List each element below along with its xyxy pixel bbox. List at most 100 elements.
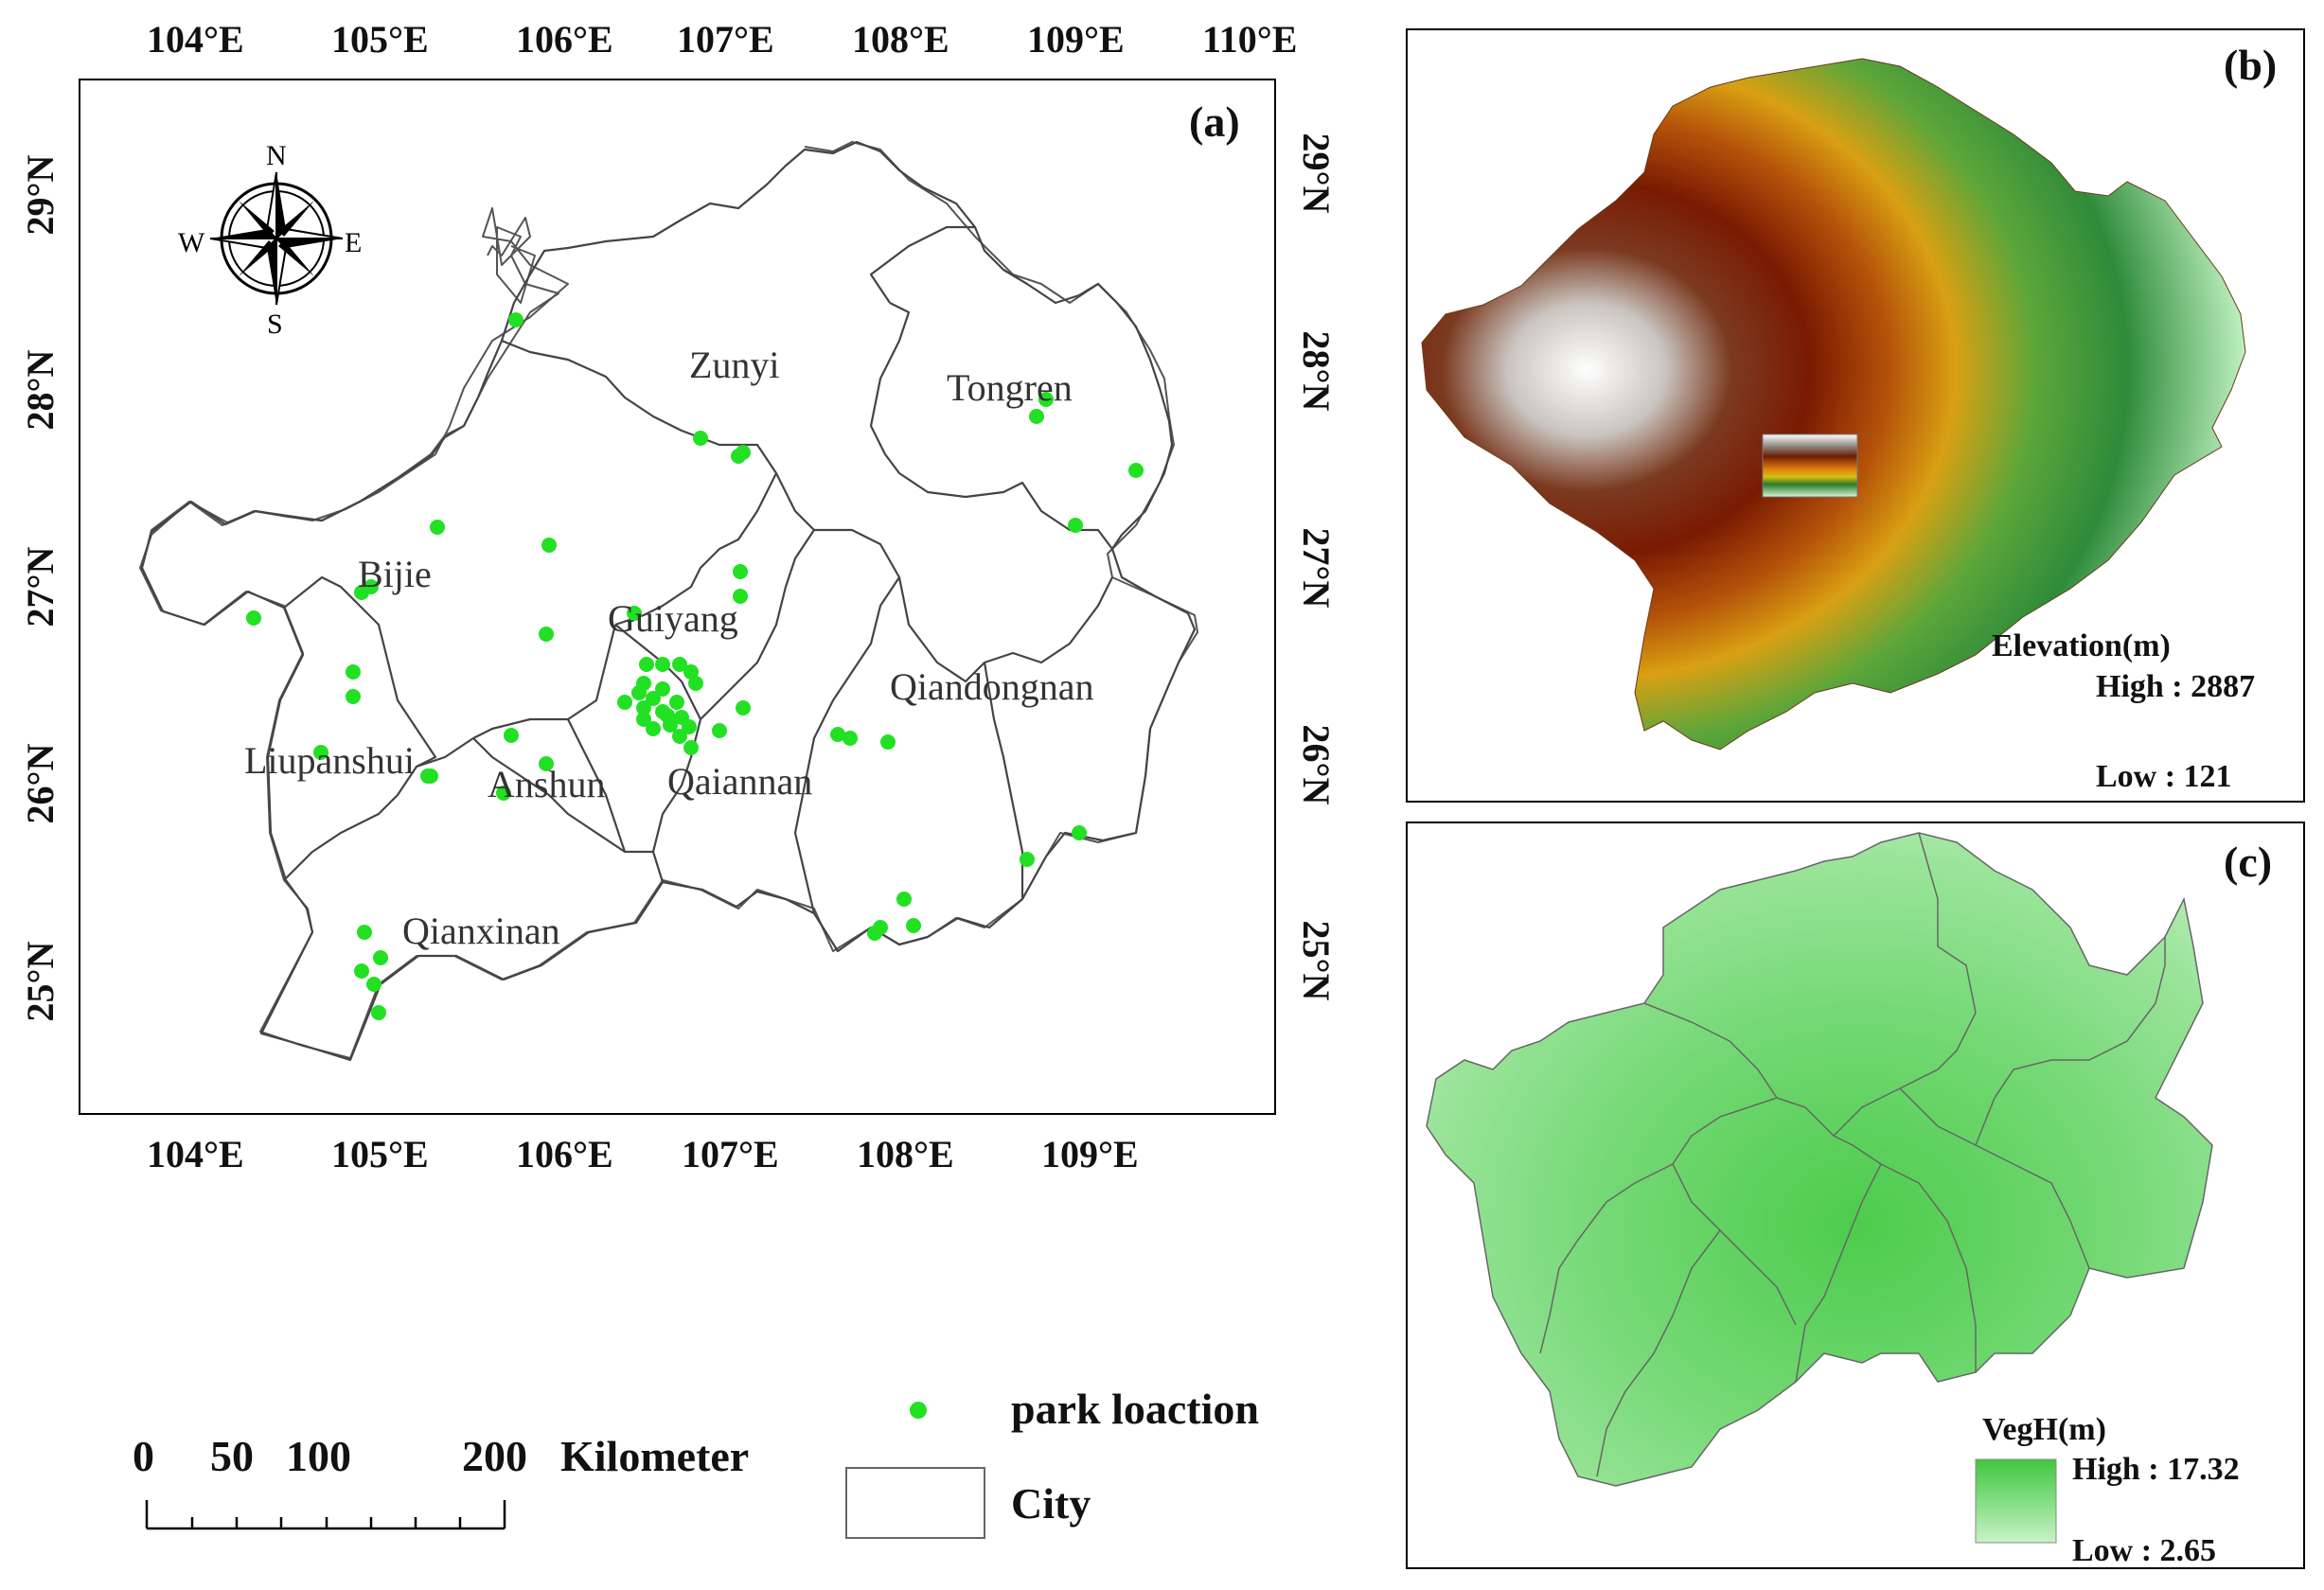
city-label-qaiannan: Qaiannan <box>667 760 813 803</box>
park-point <box>682 719 697 734</box>
panel-c-tag: (c) <box>2224 838 2273 886</box>
veg-legend-high: High : 17.32 <box>2072 1452 2240 1487</box>
park-point <box>354 963 369 979</box>
park-point <box>1072 825 1087 840</box>
park-point <box>896 892 912 907</box>
park-point <box>867 926 882 941</box>
park-point <box>683 664 699 680</box>
park-point <box>313 745 328 760</box>
panel-a: (a) 104°E 105°E 106°E 107°E 108°E 109°E … <box>19 18 1338 1539</box>
lon-label-top-110: 110°E <box>1202 18 1298 61</box>
city-label-qianxinan: Qianxinan <box>402 910 560 952</box>
park-point <box>636 712 651 727</box>
park-point <box>430 520 445 535</box>
park-point <box>1128 463 1144 478</box>
compass-n-label: N <box>266 140 287 171</box>
park-point <box>1020 852 1035 867</box>
city-label-anshun: Anshun <box>488 763 606 805</box>
scale-unit-label: Kilometer <box>560 1432 750 1480</box>
elevation-legend-title: Elevation(m) <box>1992 628 2171 663</box>
scale-number-0: 0 <box>133 1432 154 1480</box>
lon-label-bottom-107: 107°E <box>682 1133 779 1175</box>
park-point <box>655 681 670 697</box>
legend-city-label: City <box>1011 1479 1091 1528</box>
lon-label-bottom-109: 109°E <box>1041 1133 1139 1175</box>
park-point <box>646 721 661 736</box>
city-label-liupanshui: Liupanshui <box>244 739 415 782</box>
park-point <box>712 723 727 738</box>
park-point <box>672 729 687 744</box>
park-point <box>366 977 381 992</box>
veg-legend-low: Low : 2.65 <box>2072 1533 2217 1568</box>
veg-legend-title: VegH(m) <box>1982 1412 2106 1447</box>
lon-label-top-106: 106°E <box>516 18 613 61</box>
lon-label-bottom-108: 108°E <box>857 1133 954 1175</box>
park-point <box>364 579 379 594</box>
panel-a-map-frame <box>79 79 1276 1115</box>
park-point <box>843 731 858 746</box>
panel-b: (b) <box>1406 28 2305 803</box>
park-point <box>617 695 632 710</box>
park-point <box>346 689 361 704</box>
scale-bar <box>145 1500 506 1530</box>
park-point <box>508 312 523 327</box>
park-point <box>246 610 261 626</box>
park-point <box>504 728 519 743</box>
park-point <box>539 627 554 642</box>
city-label-zunyi: Zunyi <box>689 344 780 386</box>
elevation-province-shape <box>1421 58 2246 751</box>
park-point <box>733 589 748 604</box>
park-point <box>357 925 372 940</box>
park-point <box>693 431 708 446</box>
park-point <box>639 657 654 672</box>
park-point <box>731 449 746 464</box>
park-point <box>683 740 699 755</box>
park-point <box>906 918 921 933</box>
park-point <box>655 657 670 672</box>
park-point <box>663 717 678 733</box>
park-point <box>1038 392 1054 407</box>
city-label-tongren: Tongren <box>947 366 1073 409</box>
compass-e-label: E <box>345 227 363 258</box>
park-point <box>733 564 748 579</box>
park-point <box>373 950 388 965</box>
park-point <box>646 691 661 706</box>
park-point <box>371 1005 386 1020</box>
elevation-map <box>1421 58 2246 751</box>
guizhou-city-boundary-map <box>139 140 1198 1062</box>
lon-label-top-108: 108°E <box>852 18 949 61</box>
park-point <box>423 768 438 784</box>
compass-rose-icon <box>209 171 344 306</box>
park-point <box>1068 518 1083 533</box>
veg-legend-ramp <box>1975 1458 2057 1544</box>
lon-label-bottom-106: 106°E <box>516 1133 613 1175</box>
park-point <box>672 657 687 672</box>
park-point <box>346 664 361 680</box>
park-point <box>541 538 557 553</box>
elevation-legend-high: High : 2887 <box>2096 669 2256 704</box>
panel-a-tag: (a) <box>1189 97 1240 146</box>
scale-number-100: 100 <box>286 1432 351 1480</box>
lon-label-top-107: 107°E <box>677 18 774 61</box>
park-point <box>1029 409 1044 424</box>
lon-label-top-109: 109°E <box>1027 18 1125 61</box>
panel-b-tag: (b) <box>2224 41 2278 89</box>
park-point <box>880 734 896 750</box>
lon-label-bottom-104: 104°E <box>147 1133 244 1175</box>
park-point <box>631 685 647 700</box>
legend-city-symbol <box>845 1467 985 1539</box>
park-point <box>539 756 554 771</box>
legend-park-symbol <box>910 1402 927 1419</box>
vegetation-height-map <box>1426 832 2213 1544</box>
scale-number-200: 200 <box>462 1432 527 1480</box>
lon-label-top-105: 105°E <box>331 18 429 61</box>
veg-province-shape <box>1426 832 2213 1487</box>
lon-label-top-104: 104°E <box>147 18 244 61</box>
elevation-legend-low: Low : 121 <box>2096 759 2232 794</box>
scale-number-50: 50 <box>210 1432 254 1480</box>
lon-label-bottom-105: 105°E <box>331 1133 429 1175</box>
legend-park-label: park loaction <box>1011 1385 1259 1433</box>
compass-s-label: S <box>267 309 283 340</box>
city-label-qiandongnan: Qiandongnan <box>890 665 1094 708</box>
park-point <box>636 700 651 716</box>
